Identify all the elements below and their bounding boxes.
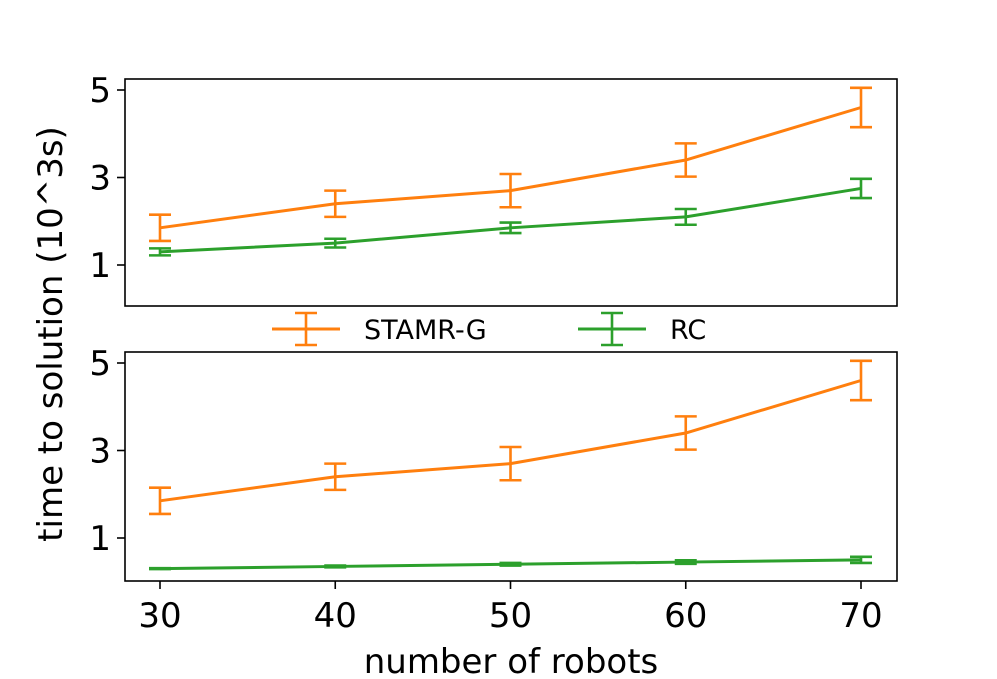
error-bar-rc [149,247,171,257]
error-bar-stamr-g [674,142,697,178]
legend-label: STAMR-G [364,315,487,346]
top-panel: 1 3 5 [89,71,898,307]
x-axis-label: number of robots [364,642,659,679]
series-line-stamr-g [159,379,862,503]
error-bar-stamr-g [149,486,171,516]
y-tick-label: 5 [89,71,111,111]
error-bar-stamr-g [499,172,522,209]
legend-label: RC [670,315,706,346]
error-bar-rc [850,177,872,200]
x-tick-label: 50 [489,596,532,636]
error-bar-rc [149,566,171,571]
y-axis-label: time to solution (10^3s) [31,126,71,542]
y-tick-label: 5 [89,344,111,384]
error-bar-stamr-g [674,415,697,451]
series-line-stamr-g [159,106,862,230]
legend-entry: STAMR-G [272,311,487,347]
legend: STAMR-G RC [272,311,706,347]
legend-entry: RC [578,311,706,347]
error-bar-stamr-g [149,213,171,243]
error-bar-stamr-g [324,189,347,219]
error-bar-rc [499,221,522,235]
error-bar-rc [324,237,347,249]
y-tick-label: 3 [89,432,111,472]
error-bar-stamr-g [850,359,872,402]
y-tick-label: 3 [89,159,111,199]
y-tick-label: 1 [89,246,111,286]
bottom-panel: 1 3 5 30 40 50 60 70 [89,344,898,636]
x-tick-label: 40 [314,596,357,636]
y-tick-label: 1 [89,519,111,559]
error-bar-stamr-g [850,86,872,129]
x-tick-label: 30 [138,596,181,636]
error-bar-rc [674,559,697,566]
error-bar-rc [850,555,872,565]
plot-frame [124,78,898,307]
error-bar-stamr-g [499,445,522,482]
x-tick-label: 70 [839,596,882,636]
x-tick-label: 60 [664,596,707,636]
error-bar-rc [674,207,697,227]
error-bar-rc [499,561,522,567]
error-bar-stamr-g [324,462,347,492]
error-bar-rc [324,564,347,569]
